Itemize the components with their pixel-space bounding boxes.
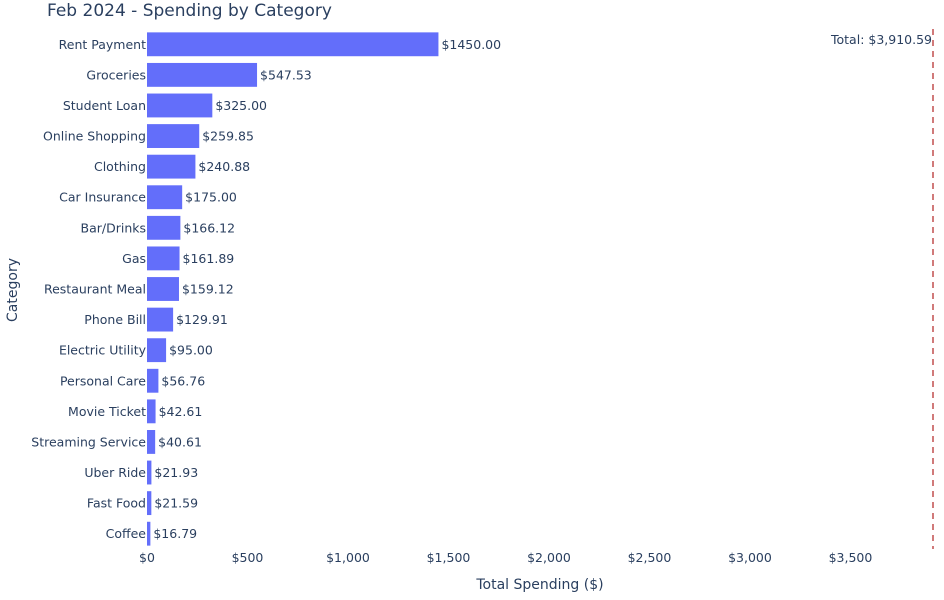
bar-value-label: $547.53 [260, 67, 312, 82]
x-tick-label: $2,000 [527, 550, 571, 565]
bar-student-loan [147, 93, 213, 118]
category-label: Car Insurance [59, 190, 146, 205]
value-labels: $1450.00 $547.53 $325.00 $259.85 $240.88 $175… [153, 37, 501, 541]
bar-rent-payment [147, 32, 439, 57]
chart-title: Feb 2024 - Spending by Category [47, 1, 332, 21]
bar-coffee [147, 521, 151, 546]
bar-value-label: $259.85 [202, 129, 254, 144]
category-label: Coffee [106, 526, 147, 541]
bar-value-label: $161.89 [183, 251, 235, 266]
x-tick-label: $1,500 [427, 550, 471, 565]
bar-groceries [147, 62, 258, 87]
category-label: Gas [122, 251, 146, 266]
bar-value-label: $42.61 [159, 404, 203, 419]
bar-value-label: $21.93 [154, 465, 198, 480]
bar-value-label: $129.91 [176, 312, 228, 327]
bar-online-shopping [147, 124, 200, 148]
bar-value-label: $56.76 [161, 373, 205, 388]
bar-movie-ticket [147, 399, 156, 424]
category-label: Uber Ride [84, 465, 146, 480]
total-annotation: Total: $3,910.59 [830, 32, 932, 47]
category-label: Rent Payment [59, 37, 146, 52]
category-label: Restaurant Meal [44, 282, 146, 297]
x-axis-title: Total Spending ($) [475, 577, 603, 593]
bar-phone-bill [147, 307, 174, 332]
bar-uber-ride [147, 460, 152, 485]
bar-bar-drinks [147, 215, 181, 240]
y-axis-title: Category [5, 258, 21, 322]
x-tick-label: $2,500 [628, 550, 672, 565]
category-label: Electric Utility [59, 343, 147, 358]
category-label: Streaming Service [31, 434, 146, 449]
x-tick-label: $3,500 [829, 550, 873, 565]
bar-value-label: $16.79 [153, 526, 197, 541]
bar-value-label: $1450.00 [441, 37, 501, 52]
x-tick-label: $500 [232, 550, 264, 565]
total-reference: Total: $3,910.59 [830, 29, 934, 549]
category-label: Groceries [86, 67, 146, 82]
bar-clothing [147, 154, 196, 179]
bar-restaurant-meal [147, 277, 179, 301]
bar-value-label: $325.00 [215, 98, 267, 113]
bar-car-insurance [147, 185, 183, 210]
bar-gas [147, 246, 180, 271]
bars-group [147, 32, 439, 546]
bar-personal-care [147, 368, 159, 393]
category-label: Movie Ticket [68, 404, 146, 419]
category-label: Phone Bill [84, 312, 146, 327]
category-label: Student Loan [63, 98, 146, 113]
bar-fast-food [147, 491, 152, 516]
category-label: Fast Food [87, 496, 146, 511]
bar-value-label: $175.00 [185, 190, 237, 205]
category-labels: Rent Payment Groceries Student Loan Online … [31, 37, 146, 541]
bar-value-label: $240.88 [198, 159, 250, 174]
bar-value-label: $166.12 [183, 220, 235, 235]
x-tick-label: $0 [139, 550, 155, 565]
x-tick-labels: $0 $500 $1,000 $1,500 $2,000 $2,500 $3,000 $3,5… [139, 550, 872, 565]
bar-streaming-service [147, 430, 156, 454]
x-tick-label: $3,000 [728, 550, 772, 565]
bar-value-label: $159.12 [182, 282, 234, 297]
bar-value-label: $40.61 [158, 434, 202, 449]
category-label: Clothing [94, 159, 146, 174]
category-label: Bar/Drinks [81, 220, 147, 235]
category-label: Personal Care [60, 373, 146, 388]
bar-value-label: $21.59 [154, 496, 198, 511]
bar-electric-utility [147, 338, 167, 363]
category-label: Online Shopping [43, 129, 146, 144]
bar-value-label: $95.00 [169, 343, 213, 358]
x-tick-label: $1,000 [326, 550, 370, 565]
